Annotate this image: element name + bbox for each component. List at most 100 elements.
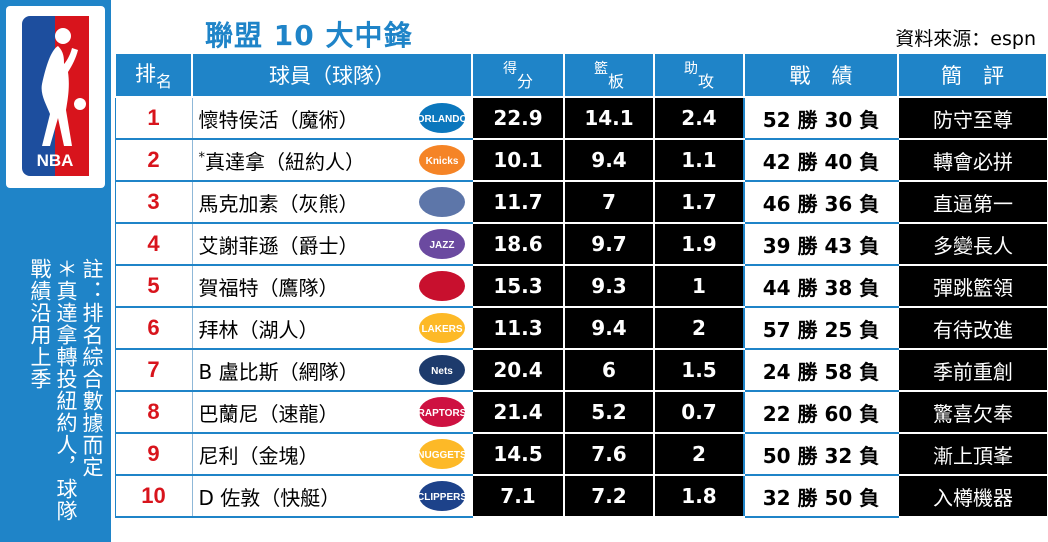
- player-name: 拜林（湖人）: [198, 317, 319, 342]
- points-cell: 18.6: [471, 222, 564, 266]
- header-points: 得分: [471, 52, 565, 98]
- header-record: 戰 績: [743, 52, 899, 98]
- svg-text:RAPTORS: RAPTORS: [418, 408, 467, 419]
- comment-cell: 防守至尊: [897, 96, 1047, 140]
- comment-cell: 轉會必拼: [897, 138, 1047, 182]
- comment-cell: 驚喜欠奉: [897, 390, 1047, 434]
- table-row: 5 賀福特（鷹隊） 15.3 9.3 1 44 勝 38 負彈跳籃領: [114, 264, 1047, 308]
- comment-cell: 多變長人: [897, 222, 1047, 266]
- player-name: 懷特侯活（魔術）: [198, 107, 359, 132]
- rank-cell: 10: [114, 474, 192, 518]
- table-row: 8 巴蘭尼（速龍） RAPTORS 21.4 5.2 0.7 22 勝 60 負驚喜欠奉: [114, 390, 1047, 434]
- rebounds-cell: 9.4: [563, 306, 654, 350]
- record-cell: 57 勝 25 負: [743, 306, 898, 350]
- points-cell: 21.4: [471, 390, 564, 434]
- rank-cell: 1: [114, 96, 192, 140]
- record-cell: 24 勝 58 負: [743, 348, 898, 392]
- comment-cell: 有待改進: [897, 306, 1047, 350]
- points-cell: 20.4: [471, 348, 564, 392]
- comment-cell: 彈跳籃領: [897, 264, 1047, 308]
- rank-cell: 8: [114, 390, 192, 434]
- svg-text:LAKERS: LAKERS: [421, 324, 462, 335]
- header-comment: 簡 評: [897, 52, 1048, 98]
- footnote: 註：排名綜合數據而定 ＊真達拿轉投紐約人，球隊 戰績沿用上季: [27, 258, 105, 538]
- jazz-logo: JAZZ: [419, 229, 465, 259]
- player-cell: 尼利（金塊） NUGGETS: [191, 432, 472, 476]
- transfer-mark: *: [198, 149, 206, 165]
- points-cell: 11.7: [471, 180, 564, 224]
- nets-logo: Nets: [419, 355, 465, 385]
- lakers-logo: LAKERS: [419, 313, 465, 343]
- rebounds-cell: 7.6: [563, 432, 654, 476]
- comment-cell: 直逼第一: [897, 180, 1047, 224]
- player-name: B 盧比斯（網隊）: [198, 359, 359, 384]
- header-player: 球員（球隊）: [191, 52, 473, 98]
- svg-text:ORLANDO: ORLANDO: [417, 114, 467, 125]
- rank-cell: 7: [114, 348, 192, 392]
- assists-cell: 1.5: [653, 348, 744, 392]
- assists-cell: 1.7: [653, 180, 744, 224]
- knicks-logo: Knicks: [419, 145, 465, 175]
- table-row: 3 馬克加素（灰熊） 11.7 7 1.7 46 勝 36 負直逼第一: [114, 180, 1047, 224]
- svg-text:CLIPPERS: CLIPPERS: [417, 492, 467, 503]
- header-rank: 排名: [114, 52, 193, 98]
- rank-cell: 4: [114, 222, 192, 266]
- footnote-line-3: 戰績沿用上季: [28, 258, 52, 390]
- table-row: 1 懷特侯活（魔術） ORLANDO 22.9 14.1 2.4 52 勝 30 負防守至尊: [114, 96, 1047, 140]
- assists-cell: 1.8: [653, 474, 744, 518]
- player-cell: D 佐敦（快艇） CLIPPERS: [191, 474, 472, 518]
- raptors-logo: RAPTORS: [418, 397, 467, 427]
- points-cell: 10.1: [471, 138, 564, 182]
- assists-cell: 1.1: [653, 138, 744, 182]
- nba-logo: NBA: [6, 6, 105, 188]
- svg-text:NBA: NBA: [37, 151, 74, 170]
- record-cell: 46 勝 36 負: [743, 180, 898, 224]
- table-row: 6 拜林（湖人） LAKERS 11.3 9.4 2 57 勝 25 負有待改進: [114, 306, 1047, 350]
- table-row: 10 D 佐敦（快艇） CLIPPERS 7.1 7.2 1.8 32 勝 50 負入樽機器: [114, 474, 1047, 518]
- points-cell: 22.9: [471, 96, 564, 140]
- player-name: 賀福特（鷹隊）: [198, 275, 339, 300]
- points-cell: 7.1: [471, 474, 564, 518]
- record-cell: 44 勝 38 負: [743, 264, 898, 308]
- record-cell: 42 勝 40 負: [743, 138, 898, 182]
- rebounds-cell: 9.7: [563, 222, 654, 266]
- magic-logo: ORLANDO: [417, 103, 467, 133]
- player-name: 尼利（金塊）: [198, 443, 319, 468]
- record-cell: 52 勝 30 負: [743, 96, 898, 140]
- player-name: 艾謝菲遜（爵士）: [198, 233, 359, 258]
- record-cell: 22 勝 60 負: [743, 390, 898, 434]
- hawks-logo: [419, 271, 465, 301]
- header-assists: 助攻: [653, 52, 745, 98]
- points-cell: 15.3: [471, 264, 564, 308]
- rank-cell: 9: [114, 432, 192, 476]
- svg-text:NUGGETS: NUGGETS: [417, 450, 467, 461]
- rank-cell: 3: [114, 180, 192, 224]
- comment-cell: 季前重創: [897, 348, 1047, 392]
- svg-text:Knicks: Knicks: [426, 156, 459, 167]
- table-row: 2 *真達拿（紐約人） Knicks 10.1 9.4 1.1 42 勝 40 負轉會必拼: [114, 138, 1047, 182]
- rebounds-cell: 7: [563, 180, 654, 224]
- player-cell: *真達拿（紐約人） Knicks: [191, 138, 472, 182]
- clippers-logo: CLIPPERS: [417, 481, 467, 511]
- footnote-line-2: ＊真達拿轉投紐約人，球隊: [54, 258, 78, 522]
- page-title: 聯盟 10 大中鋒: [205, 19, 413, 52]
- record-cell: 39 勝 43 負: [743, 222, 898, 266]
- assists-cell: 2: [653, 306, 744, 350]
- table-row: 9 尼利（金塊） NUGGETS 14.5 7.6 2 50 勝 32 負漸上頂峯: [114, 432, 1047, 476]
- points-cell: 14.5: [471, 432, 564, 476]
- player-cell: 艾謝菲遜（爵士） JAZZ: [191, 222, 472, 266]
- rank-cell: 2: [114, 138, 192, 182]
- assists-cell: 0.7: [653, 390, 744, 434]
- header-rebounds: 籃板: [563, 52, 655, 98]
- rebounds-cell: 9.4: [563, 138, 654, 182]
- ranking-table: 排名 球員（球隊） 得分 籃板 助攻 戰 績 簡 評 1 懷特侯活（魔術） ORLA…: [114, 52, 1048, 518]
- svg-text:Nets: Nets: [431, 366, 453, 377]
- grizzlies-logo: [419, 187, 465, 217]
- rebounds-cell: 6: [563, 348, 654, 392]
- rebounds-cell: 14.1: [563, 96, 654, 140]
- table-header: 排名 球員（球隊） 得分 籃板 助攻 戰 績 簡 評: [114, 52, 1048, 98]
- left-panel: NBA 註：排名綜合數據而定 ＊真達拿轉投紐約人，球隊 戰績沿用上季: [0, 0, 111, 542]
- player-cell: 巴蘭尼（速龍） RAPTORS: [191, 390, 472, 434]
